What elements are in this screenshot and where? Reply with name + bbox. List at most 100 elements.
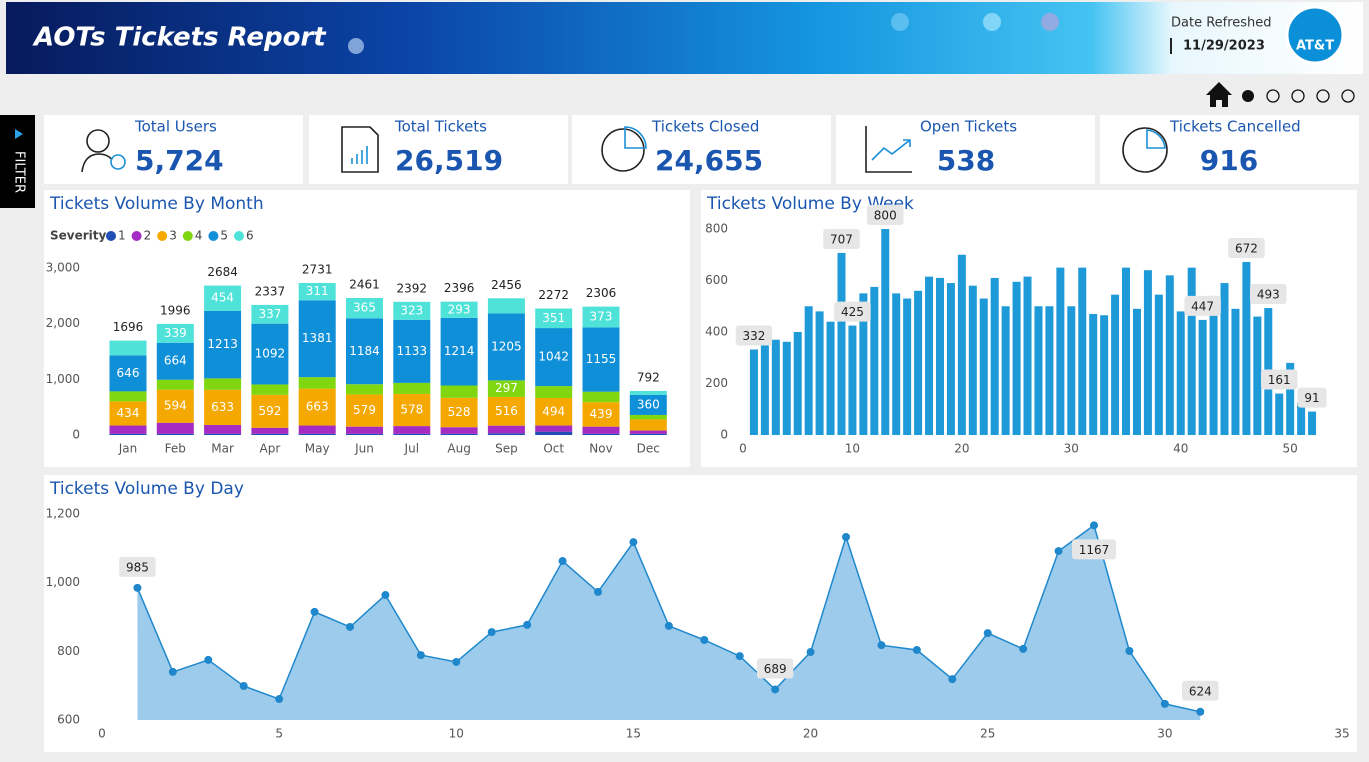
home-button[interactable] — [1206, 82, 1232, 107]
kpi-label: Tickets Cancelled — [1169, 118, 1301, 136]
segment-label: 594 — [164, 399, 187, 413]
data-label: 447 — [1191, 299, 1214, 313]
bar — [1176, 311, 1185, 435]
segment-label: 1042 — [538, 350, 569, 364]
bar-segment — [109, 355, 147, 392]
segment-label: 578 — [400, 403, 423, 417]
bar-segment — [156, 379, 194, 390]
x-tick-label: 5 — [275, 727, 283, 741]
kpi-cards: Total Users 5,724 Total Tickets 26,519 Ticke… — [44, 115, 1359, 184]
point — [275, 695, 284, 704]
bar-segment — [535, 431, 573, 435]
point — [594, 587, 602, 596]
filter-label[interactable]: FILTER — [12, 151, 27, 193]
icon-pie — [601, 128, 645, 172]
bar — [1122, 267, 1131, 435]
bar — [903, 298, 912, 435]
bar — [979, 298, 988, 435]
kpi-value: 538 — [937, 144, 995, 177]
point — [629, 538, 638, 547]
bar-segment — [346, 384, 383, 395]
page-dot[interactable] — [1242, 90, 1254, 102]
bar — [1056, 267, 1065, 435]
decor — [983, 13, 1001, 31]
bar — [1198, 319, 1207, 435]
point — [700, 636, 709, 645]
x-tick-label: 10 — [845, 442, 860, 456]
total-label: 2337 — [255, 284, 286, 298]
segment-label: 1184 — [349, 344, 380, 358]
bar-segment — [298, 300, 336, 378]
bar — [1045, 306, 1054, 435]
data-label: 161 — [1268, 373, 1291, 387]
point — [771, 685, 780, 694]
legend-marker — [106, 231, 116, 241]
icon-document — [341, 126, 379, 173]
page-dot[interactable] — [1341, 89, 1355, 103]
bar — [1012, 281, 1021, 435]
bar — [1089, 313, 1098, 435]
bar — [815, 311, 824, 435]
bar-segment — [204, 285, 242, 311]
segment-label: 360 — [637, 397, 660, 411]
filter-arrow[interactable] — [15, 129, 23, 139]
bar-segment — [629, 433, 667, 435]
date-label: Date Refreshed — [1171, 16, 1272, 31]
panel-title: Tickets Volume By Month — [49, 194, 264, 214]
kpi-label: Total Tickets — [394, 118, 487, 136]
segment-label: 1381 — [302, 331, 333, 345]
data-label: 689 — [764, 662, 787, 676]
page-dot[interactable] — [1266, 89, 1280, 103]
x-tick-label: 10 — [449, 727, 464, 741]
filter-tab[interactable]: FILTER — [0, 115, 35, 208]
segment-label: 1133 — [397, 344, 428, 358]
bar-segment — [298, 377, 336, 389]
point — [912, 645, 921, 654]
bar — [892, 293, 901, 435]
segment-label: 434 — [117, 406, 140, 420]
bar-segment — [204, 310, 242, 379]
y-tick-label: 400 — [705, 325, 728, 339]
x-tick-label: 25 — [980, 727, 995, 741]
icon-document — [351, 146, 368, 164]
bar — [1111, 294, 1120, 435]
panel-title: Tickets Volume By Week — [706, 194, 914, 214]
total-label: 2731 — [302, 262, 333, 276]
total-label: 2306 — [586, 286, 617, 300]
page-nav — [1206, 82, 1355, 107]
x-tick-label: 15 — [626, 727, 641, 741]
x-tick-label: 50 — [1283, 442, 1298, 456]
bar-segment — [582, 402, 620, 427]
bar — [1100, 315, 1109, 435]
x-tick-label: Apr — [260, 442, 281, 456]
bar-segment — [487, 298, 525, 314]
data-label-box — [823, 228, 860, 249]
kpi-card — [572, 115, 831, 184]
kpi-label: Tickets Closed — [651, 118, 759, 136]
legend-marker — [234, 231, 244, 241]
bar-segment — [393, 319, 431, 383]
bar — [990, 277, 999, 435]
page-dot[interactable] — [1316, 89, 1330, 103]
y-tick-label: 1,000 — [46, 372, 80, 386]
bar-segment — [440, 317, 478, 386]
bar — [968, 285, 977, 435]
decor — [1041, 13, 1059, 31]
total-label: 1996 — [160, 303, 191, 317]
legend-label: 5 — [220, 229, 228, 243]
kpi-icons — [81, 126, 1168, 173]
filter-background[interactable] — [0, 115, 35, 208]
data-label: 332 — [742, 329, 765, 343]
bar-segment — [393, 433, 431, 435]
y-tick-label: 600 — [57, 713, 80, 727]
bar-segment — [251, 433, 289, 435]
bar-segment — [109, 433, 147, 435]
bar-segment — [298, 433, 336, 435]
bar-segment — [393, 301, 431, 320]
bar — [1231, 308, 1240, 435]
page-dot[interactable] — [1291, 89, 1305, 103]
logo-text: AT&T — [1296, 39, 1334, 54]
segment-label: 373 — [590, 310, 613, 324]
kpi-value: 5,724 — [135, 144, 224, 177]
